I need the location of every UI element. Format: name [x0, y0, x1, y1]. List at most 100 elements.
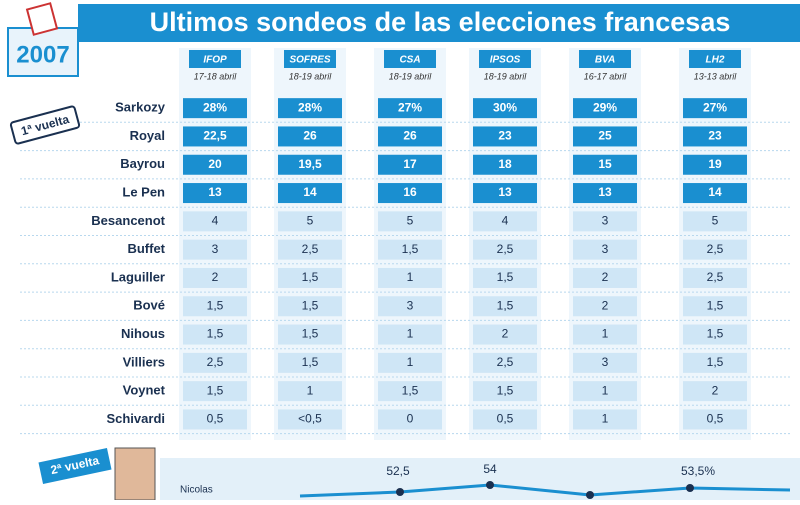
- cell: [278, 126, 342, 147]
- poll-table: IFOP 17-18 abril SOFRES 18-19 abril CSA 18-19…: [20, 48, 790, 440]
- candidate-name: Buffet: [127, 241, 165, 256]
- cell: [573, 296, 637, 317]
- cell: [473, 381, 537, 402]
- pollster-name: IFOP: [203, 55, 227, 66]
- cell-value: 1,5: [707, 355, 724, 369]
- cell-value: 3: [602, 214, 609, 228]
- cell-value: 27%: [398, 100, 422, 114]
- cell-value: 26: [303, 129, 317, 143]
- point: [486, 481, 494, 489]
- cell: [183, 183, 247, 204]
- cell: [278, 296, 342, 317]
- cell: [183, 324, 247, 345]
- cell: [473, 126, 537, 147]
- cell-value: 13: [208, 185, 222, 199]
- cell: [683, 154, 747, 175]
- cell: [473, 324, 537, 345]
- cell-value: 0,5: [707, 412, 724, 426]
- candidate-name: Bayrou: [120, 156, 165, 171]
- cell: [183, 154, 247, 175]
- cell-value: 3: [602, 242, 609, 256]
- cell-value: 13: [598, 185, 612, 199]
- cell: [378, 324, 442, 345]
- cell: [378, 267, 442, 288]
- cell-value: 1: [602, 383, 609, 397]
- cell-value: 1,5: [207, 383, 224, 397]
- cell: [278, 154, 342, 175]
- cell: [183, 296, 247, 317]
- cell-value: 1,5: [497, 298, 514, 312]
- cell-value: 2: [602, 298, 609, 312]
- cell: [378, 381, 442, 402]
- cell-value: 0: [407, 412, 414, 426]
- cell: [683, 239, 747, 260]
- cell: [473, 267, 537, 288]
- pollster-date: 18-19 abril: [389, 71, 433, 81]
- cell: [473, 352, 537, 373]
- cell: [683, 183, 747, 204]
- cell-value: 2: [602, 270, 609, 284]
- cell-value: 13: [498, 185, 512, 199]
- cell-value: 1: [407, 327, 414, 341]
- logo-text: 2007: [16, 41, 69, 68]
- cell-value: 17: [403, 157, 417, 171]
- cell: [378, 154, 442, 175]
- cell-value: 3: [602, 355, 609, 369]
- cell: [183, 211, 247, 232]
- cell-value: 5: [307, 214, 314, 228]
- cell-value: <0,5: [298, 412, 322, 426]
- cell: [573, 352, 637, 373]
- candidate-name: Laguiller: [111, 269, 165, 284]
- cell-value: 1: [307, 383, 314, 397]
- point-label: 53,5%: [681, 464, 715, 478]
- cell-value: 14: [708, 185, 722, 199]
- cell: [378, 211, 442, 232]
- cell: [183, 267, 247, 288]
- cell: [573, 211, 637, 232]
- cell-value: 28%: [298, 100, 322, 114]
- candidate-name: Villiers: [123, 354, 165, 369]
- pollster-date: 16-17 abril: [584, 71, 628, 81]
- point-label: 52,5: [386, 464, 410, 478]
- cell: [473, 409, 537, 430]
- ballot: [25, 2, 59, 36]
- cell-value: 15: [598, 157, 612, 171]
- cell-value: 1,5: [402, 383, 419, 397]
- cell-value: 4: [212, 214, 219, 228]
- cell-value: 1,5: [302, 270, 319, 284]
- candidate-name: Besancenot: [91, 213, 165, 228]
- cell: [573, 239, 637, 260]
- cell-value: 1,5: [497, 383, 514, 397]
- tag-box: [38, 447, 112, 485]
- cell-value: 1,5: [302, 298, 319, 312]
- cell: [378, 183, 442, 204]
- cell: [378, 239, 442, 260]
- cell: [573, 267, 637, 288]
- pollster-box: [579, 50, 631, 68]
- cell-value: 5: [407, 214, 414, 228]
- cell-value: 1,5: [402, 242, 419, 256]
- cell-value: 1,5: [302, 327, 319, 341]
- cell-value: 1,5: [707, 327, 724, 341]
- cell-value: 2,5: [497, 355, 514, 369]
- chart-area: [160, 458, 800, 500]
- cell: [473, 154, 537, 175]
- pollster-name: LH2: [706, 55, 725, 66]
- cell: [683, 296, 747, 317]
- cell-value: 2,5: [707, 270, 724, 284]
- cell: [183, 409, 247, 430]
- cell: [183, 98, 247, 119]
- cell-value: 20: [208, 157, 222, 171]
- cell-value: 2: [712, 383, 719, 397]
- candidate-name: Sarkozy: [115, 100, 166, 115]
- cell-value: 29%: [593, 100, 617, 114]
- cell-value: 18: [498, 157, 512, 171]
- tag-box: [9, 105, 81, 145]
- title-bar: [78, 4, 800, 42]
- candidate-photo: [114, 447, 156, 501]
- cell-value: 1,5: [207, 327, 224, 341]
- cell-value: 3: [407, 298, 414, 312]
- point: [586, 491, 594, 499]
- cell-value: 30%: [493, 100, 517, 114]
